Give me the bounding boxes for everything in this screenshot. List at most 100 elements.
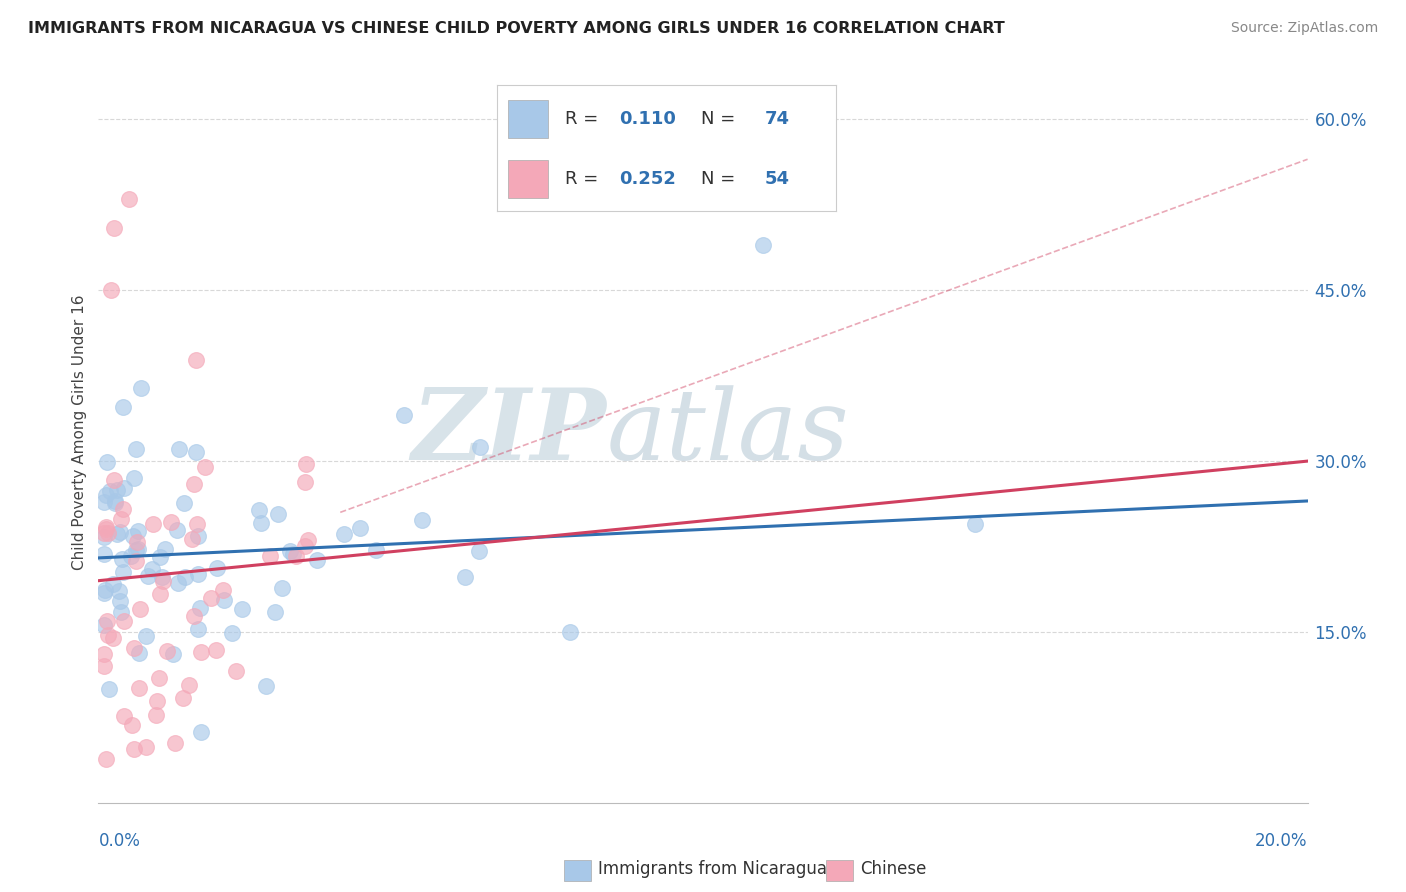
Point	[125, 442, 148, 457]
Point	[204, 642, 226, 657]
Point	[93, 618, 115, 632]
Point	[93, 648, 115, 662]
Point	[101, 577, 124, 591]
Point	[173, 495, 195, 509]
Point	[122, 529, 145, 543]
Point	[93, 495, 115, 509]
Point	[187, 567, 209, 582]
Text: IMMIGRANTS FROM NICARAGUA VS CHINESE CHILD POVERTY AMONG GIRLS UNDER 16 CORRELAT: IMMIGRANTS FROM NICARAGUA VS CHINESE CHI…	[28, 21, 1005, 36]
Point	[212, 582, 235, 597]
Point	[965, 516, 987, 531]
Point	[186, 517, 208, 532]
Point	[205, 561, 228, 575]
Point	[96, 455, 118, 469]
Point	[349, 521, 371, 535]
Point	[129, 602, 152, 616]
Point	[184, 445, 207, 459]
Point	[285, 549, 308, 563]
Point	[187, 528, 209, 542]
Point	[121, 718, 143, 732]
Point	[392, 408, 415, 422]
Point	[97, 525, 120, 540]
Point	[187, 622, 209, 636]
Point	[135, 628, 157, 642]
Point	[558, 624, 581, 639]
Point	[118, 192, 141, 206]
Point	[110, 512, 132, 526]
Point	[411, 513, 433, 527]
Point	[148, 672, 170, 686]
Point	[94, 520, 117, 534]
Point	[294, 475, 316, 490]
Point	[212, 593, 235, 607]
Point	[94, 583, 117, 598]
Point	[263, 605, 285, 619]
Point	[125, 543, 148, 558]
Point	[128, 646, 150, 660]
Point	[145, 707, 167, 722]
Point	[156, 644, 179, 658]
Text: 20.0%: 20.0%	[1256, 832, 1308, 850]
FancyBboxPatch shape	[827, 860, 853, 880]
Point	[93, 547, 115, 561]
Point	[280, 544, 302, 558]
Point	[96, 752, 118, 766]
Point	[194, 459, 217, 474]
Point	[159, 515, 181, 529]
Point	[96, 522, 118, 536]
Point	[110, 594, 132, 608]
Text: Immigrants from Nicaragua: Immigrants from Nicaragua	[598, 861, 827, 879]
FancyBboxPatch shape	[564, 860, 591, 880]
Point	[152, 574, 174, 589]
Point	[752, 237, 775, 252]
Text: 0.0%: 0.0%	[98, 832, 141, 850]
Point	[190, 644, 212, 658]
Point	[467, 544, 489, 558]
Point	[249, 516, 271, 530]
Point	[93, 530, 115, 544]
Point	[162, 648, 184, 662]
Point	[135, 740, 157, 755]
Point	[105, 527, 128, 541]
Point	[122, 640, 145, 655]
Point	[231, 601, 253, 615]
Text: Chinese: Chinese	[860, 861, 927, 879]
Point	[190, 725, 212, 739]
Point	[468, 440, 491, 454]
Point	[136, 569, 159, 583]
Y-axis label: Child Poverty Among Girls Under 16: Child Poverty Among Girls Under 16	[72, 295, 87, 570]
Point	[149, 587, 172, 601]
Point	[98, 484, 121, 499]
Point	[112, 709, 135, 723]
Point	[163, 736, 186, 750]
Point	[183, 608, 205, 623]
Text: Source: ZipAtlas.com: Source: ZipAtlas.com	[1230, 21, 1378, 35]
Point	[112, 614, 135, 628]
Point	[297, 533, 319, 548]
Point	[221, 626, 243, 640]
Point	[111, 502, 134, 516]
Point	[146, 694, 169, 708]
Point	[295, 457, 318, 471]
Point	[94, 488, 117, 502]
Point	[271, 581, 294, 595]
Point	[249, 503, 271, 517]
Point	[125, 554, 148, 568]
Point	[281, 547, 304, 561]
Text: ZIP: ZIP	[412, 384, 606, 481]
Point	[153, 541, 176, 556]
Point	[93, 586, 115, 600]
Point	[454, 570, 477, 584]
Point	[332, 527, 354, 541]
Point	[127, 542, 149, 557]
Point	[225, 665, 247, 679]
Point	[111, 400, 134, 414]
Point	[149, 550, 172, 565]
Point	[120, 549, 142, 563]
Point	[307, 553, 329, 567]
Point	[142, 517, 165, 532]
Point	[103, 221, 125, 235]
Point	[111, 565, 134, 579]
Point	[184, 353, 207, 368]
Point	[172, 690, 194, 705]
